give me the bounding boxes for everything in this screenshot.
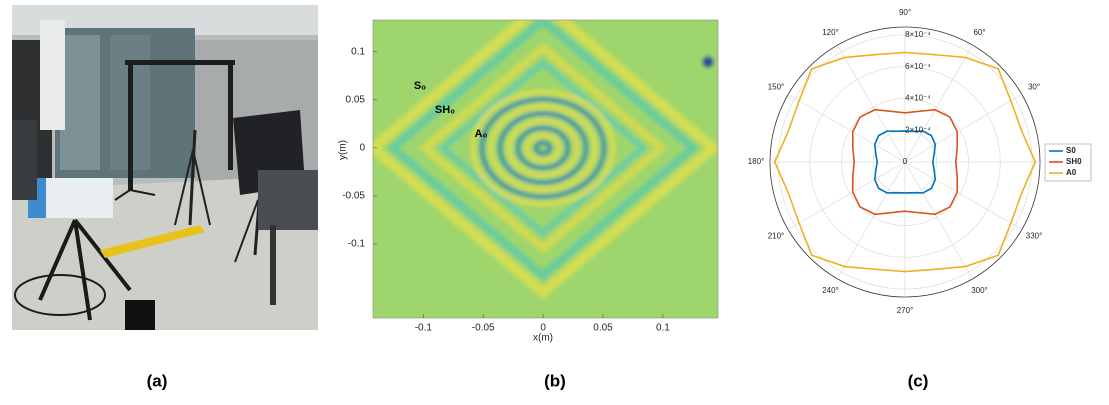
wave-pattern — [373, 20, 718, 300]
grid-spoke — [837, 44, 906, 163]
photo-shape — [114, 189, 131, 201]
wave-front — [386, 20, 700, 281]
series-line — [851, 108, 959, 216]
wave-ring — [489, 104, 597, 192]
grid-spoke — [904, 161, 1023, 230]
theta-tick-label: 90° — [899, 8, 911, 17]
grid-spoke — [787, 161, 906, 230]
x-tick-label: 0.1 — [656, 323, 670, 334]
legend-label: S0 — [1066, 146, 1076, 155]
legend-label: SH0 — [1066, 157, 1082, 166]
wave-front — [418, 42, 668, 254]
series-line — [773, 51, 1037, 273]
wave-front — [373, 20, 718, 300]
panel-label: (a) — [147, 371, 168, 390]
r-tick-label: 0 — [903, 157, 908, 166]
y-tick-label: -0.05 — [342, 191, 365, 202]
photo-shape — [174, 149, 194, 226]
photo-shape — [258, 170, 318, 230]
wave-ring — [480, 97, 606, 199]
theta-tick-label: 240° — [822, 286, 839, 295]
wave-ring — [534, 140, 552, 156]
x-axis-label: x(m) — [533, 333, 553, 344]
wave-ring — [525, 133, 561, 163]
panel-label: (b) — [544, 371, 566, 390]
axes-b: -0.1 -0.05 0 0.05 0.1 -0.1 -0.05 0 0.05 0.1 — [342, 46, 670, 333]
theta-tick-label: 270° — [897, 306, 914, 315]
grid-spoke — [904, 94, 1023, 163]
photo-shape — [129, 189, 156, 196]
photo-shape — [14, 274, 106, 316]
wave-spot — [703, 57, 713, 67]
photo-shape — [73, 219, 92, 321]
photo-shape — [12, 120, 37, 200]
photo-shape — [125, 300, 155, 330]
wavefield-image — [373, 20, 718, 318]
theta-tick-label: 330° — [1026, 232, 1043, 241]
annotation: S₀ — [414, 80, 426, 92]
grid-spoke — [837, 161, 906, 280]
x-tick-label: 0.05 — [593, 323, 613, 334]
photo-shape — [125, 60, 235, 65]
annotation: SH₀ — [435, 104, 455, 116]
wave-ring — [516, 126, 570, 170]
x-tick-label: -0.05 — [472, 323, 495, 334]
theta-tick-label: 210° — [768, 232, 785, 241]
r-tick-label: 8×10⁻⁴ — [905, 30, 931, 39]
x-tick-label: -0.1 — [415, 323, 433, 334]
grid-spoke — [904, 44, 973, 163]
y-tick-label: 0.1 — [351, 46, 365, 57]
y-tick-label: 0 — [359, 142, 365, 153]
wave-ring — [471, 90, 615, 206]
photo-shape — [40, 20, 65, 130]
photo-shape — [188, 129, 197, 226]
photo-shape — [128, 60, 133, 190]
plot-frame — [372, 19, 719, 319]
legend-label: A0 — [1066, 168, 1077, 177]
photo-shape — [73, 218, 132, 292]
photo-shape — [270, 225, 276, 305]
theta-tick-label: 120° — [822, 28, 839, 37]
photo-shape — [38, 219, 77, 301]
theta-tick-label: 60° — [973, 28, 985, 37]
theta-tick-label: 150° — [768, 83, 785, 92]
x-tick-label: 0 — [540, 323, 546, 334]
photo-shape — [100, 225, 205, 258]
wave-front — [438, 59, 648, 237]
photo-shape — [234, 199, 259, 263]
r-tick-label: 6×10⁻⁴ — [905, 62, 931, 71]
wave-ring — [507, 118, 579, 178]
theta-tick-label: 300° — [971, 286, 988, 295]
panel-label: (c) — [908, 371, 929, 390]
photo-shape — [60, 35, 100, 170]
wave-ring — [498, 111, 588, 185]
photo-shape — [228, 60, 233, 170]
grid-spoke — [904, 161, 973, 280]
grid-spoke — [787, 94, 906, 163]
r-tick-label: 2×10⁻⁴ — [905, 125, 931, 134]
photo — [12, 5, 318, 330]
y-tick-label: 0.05 — [346, 94, 366, 105]
annotation: A₀ — [475, 128, 488, 140]
polar-chart: 0°30°60°90°120°150°180°210°240°270°300°3… — [748, 8, 1092, 315]
theta-tick-label: 180° — [748, 157, 765, 166]
y-tick-label: -0.1 — [348, 239, 366, 250]
series-line — [873, 130, 937, 194]
y-axis-label: y(m) — [338, 140, 349, 160]
theta-tick-label: 30° — [1028, 83, 1040, 92]
r-tick-label: 4×10⁻⁴ — [905, 94, 931, 103]
photo-shape — [192, 149, 211, 226]
